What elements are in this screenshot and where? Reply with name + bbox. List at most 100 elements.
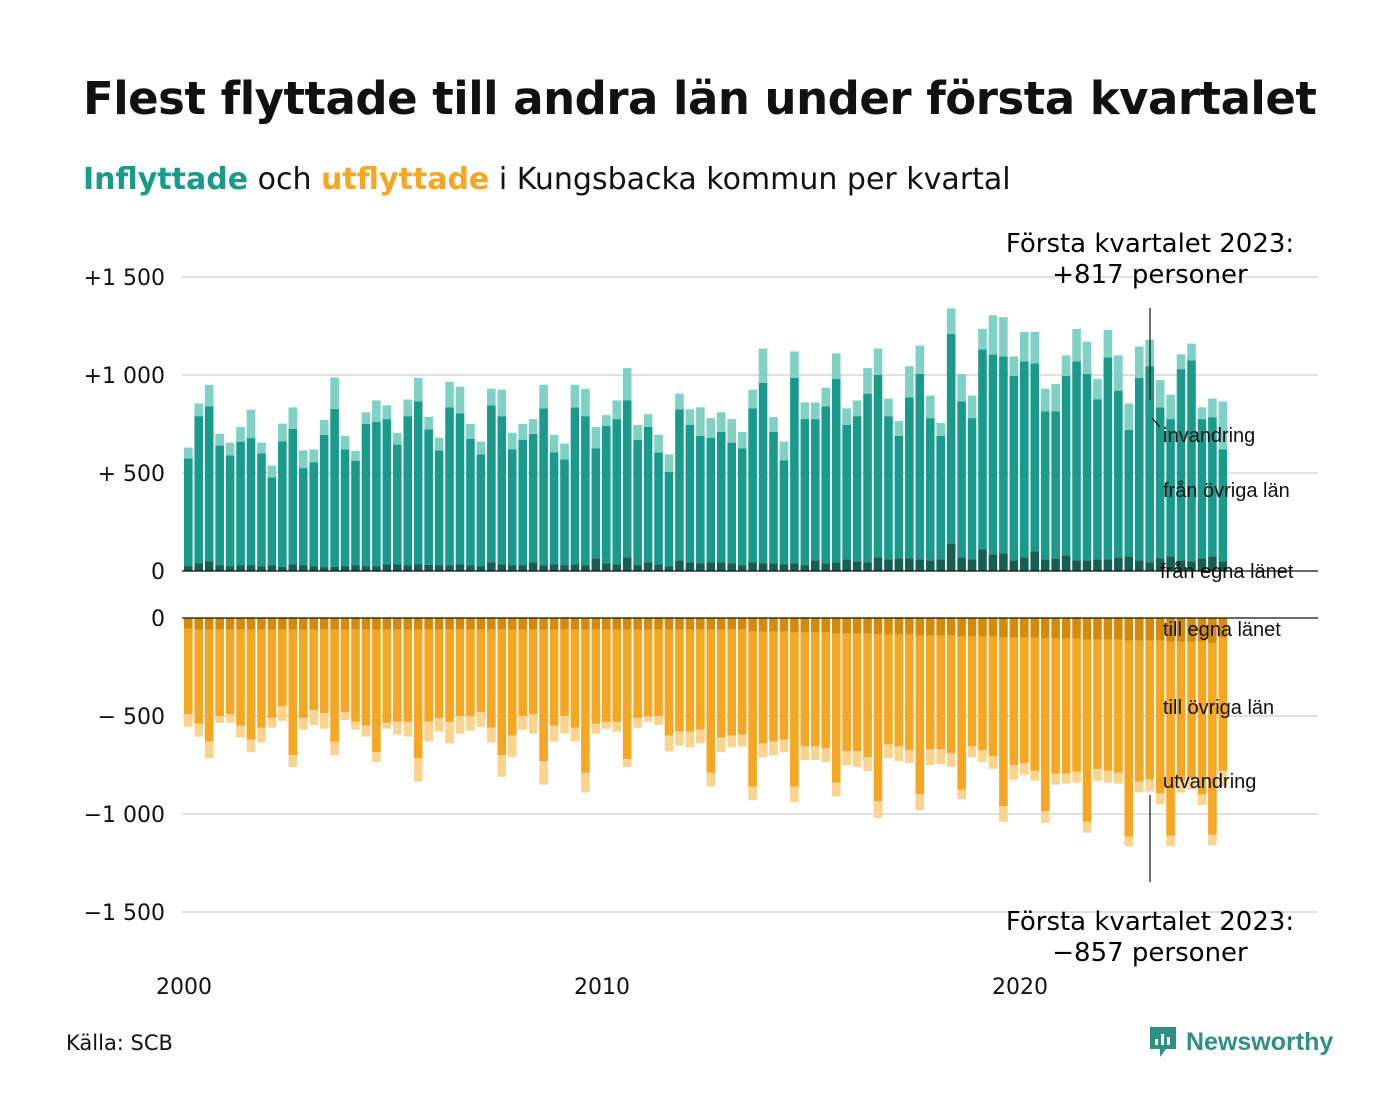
bar-till-egna-lanet — [894, 618, 904, 635]
bar-till-ovriga-lan — [204, 629, 214, 742]
annotation-bottom-line2: −857 personer — [1052, 938, 1248, 968]
bar-utvandring — [1051, 773, 1060, 785]
bar-invandring — [1218, 401, 1228, 450]
bar-fran-ovriga-lan — [476, 454, 486, 567]
bar-utvandring — [497, 755, 507, 777]
bar-fran-ovriga-lan — [382, 419, 392, 565]
annotation-bottom-line1: Första kvartalet 2023: — [1006, 907, 1294, 937]
bar-utvandring — [204, 741, 214, 759]
bar-fran-ovriga-lan — [204, 406, 214, 562]
bar-till-egna-lanet — [978, 618, 987, 637]
bar-till-egna-lanet — [643, 618, 653, 630]
bar-till-ovriga-lan — [1187, 641, 1196, 779]
subtitle-utflyttade: utflyttade — [321, 162, 490, 197]
bar-till-ovriga-lan — [298, 629, 308, 718]
bar-fran-ovriga-lan — [873, 375, 883, 558]
bar-utvandring — [737, 734, 747, 747]
bar-invandring — [549, 434, 559, 453]
bar-utvandring — [1082, 821, 1092, 833]
bar-till-ovriga-lan — [507, 629, 517, 736]
bar-fran-egna-lanet — [497, 564, 507, 571]
chart-title: Flest flyttade till andra län under förs… — [83, 72, 1317, 125]
bar-fran-ovriga-lan — [1155, 407, 1165, 559]
bar-fran-egna-lanet — [225, 566, 235, 571]
bar-fran-egna-lanet — [539, 565, 548, 571]
bar-till-egna-lanet — [675, 618, 684, 630]
bar-till-ovriga-lan — [852, 633, 862, 752]
y-axis-ticks: +1 500 +1 000 + 500 0 0 − 500 −1 000 −1 500 — [84, 266, 165, 926]
bar-till-egna-lanet — [1124, 618, 1134, 641]
bar-utvandring — [445, 721, 454, 744]
bar-fran-ovriga-lan — [560, 459, 569, 566]
bar-utvandring — [1145, 779, 1154, 792]
bar-till-egna-lanet — [685, 618, 695, 630]
bar-fran-ovriga-lan — [518, 439, 527, 566]
bar-utvandring — [1040, 811, 1050, 823]
bar-fran-ovriga-lan — [727, 442, 736, 564]
bar-utvandring — [1134, 781, 1144, 793]
bar-till-egna-lanet — [570, 618, 580, 630]
bar-fran-egna-lanet — [466, 565, 475, 571]
bar-invandring — [1030, 331, 1040, 364]
bar-fran-ovriga-lan — [1134, 377, 1144, 561]
bar-fran-ovriga-lan — [988, 354, 998, 555]
bar-fran-egna-lanet — [643, 562, 653, 571]
bar-till-egna-lanet — [267, 618, 277, 630]
bar-utvandring — [434, 717, 444, 732]
bar-fran-egna-lanet — [330, 566, 339, 571]
bar-fran-egna-lanet — [351, 565, 360, 571]
bar-utvandring — [466, 716, 475, 731]
bar-utvandring — [696, 729, 705, 744]
bar-fran-ovriga-lan — [194, 416, 204, 564]
bar-fran-egna-lanet — [413, 564, 423, 571]
bar-till-egna-lanet — [1051, 618, 1060, 639]
bar-fran-egna-lanet — [842, 559, 851, 571]
bar-till-egna-lanet — [863, 618, 872, 634]
bar-till-egna-lanet — [915, 618, 925, 636]
bar-invandring — [1072, 328, 1081, 362]
newsworthy-logo-icon — [1150, 1027, 1176, 1057]
bar-utvandring — [675, 731, 684, 746]
bar-invandring — [633, 424, 642, 440]
bar-fran-egna-lanet — [361, 566, 371, 571]
bar-utvandring — [507, 735, 517, 758]
bar-fran-ovriga-lan — [967, 418, 977, 560]
bar-fran-ovriga-lan — [539, 408, 548, 566]
bar-till-ovriga-lan — [821, 632, 831, 749]
bar-fran-ovriga-lan — [288, 428, 298, 565]
bar-fran-ovriga-lan — [507, 449, 517, 566]
bar-fran-egna-lanet — [1051, 558, 1060, 571]
bar-till-ovriga-lan — [758, 631, 768, 744]
bar-till-ovriga-lan — [1155, 640, 1165, 794]
bar-fran-egna-lanet — [967, 559, 977, 571]
bar-utvandring — [664, 735, 674, 752]
bar-fran-egna-lanet — [476, 566, 486, 571]
bar-fran-egna-lanet — [215, 565, 224, 571]
bar-till-ovriga-lan — [1208, 642, 1217, 835]
bar-till-ovriga-lan — [267, 629, 277, 718]
bar-invandring — [445, 381, 454, 408]
bar-fran-ovriga-lan — [915, 374, 925, 560]
bar-invandring — [184, 447, 193, 459]
bar-invandring — [905, 366, 914, 398]
bar-till-egna-lanet — [507, 618, 517, 630]
bar-utvandring — [351, 721, 360, 730]
bar-till-egna-lanet — [779, 618, 789, 632]
bar-utvandring — [267, 717, 277, 728]
bar-fran-ovriga-lan — [1072, 361, 1081, 561]
bar-till-egna-lanet — [539, 618, 548, 630]
bar-fran-egna-lanet — [654, 564, 663, 571]
bar-fran-egna-lanet — [831, 562, 841, 571]
bar-till-egna-lanet — [351, 618, 360, 630]
bar-fran-ovriga-lan — [298, 468, 308, 566]
bar-fran-egna-lanet — [424, 564, 433, 571]
bar-utvandring — [1187, 778, 1196, 790]
bar-invandring — [278, 423, 287, 442]
bar-invandring — [455, 386, 465, 414]
bar-utvandring — [309, 710, 318, 725]
bar-till-ovriga-lan — [685, 629, 695, 732]
bar-utvandring — [1166, 835, 1175, 847]
bar-fran-ovriga-lan — [1009, 375, 1019, 561]
bar-till-egna-lanet — [1134, 618, 1144, 641]
